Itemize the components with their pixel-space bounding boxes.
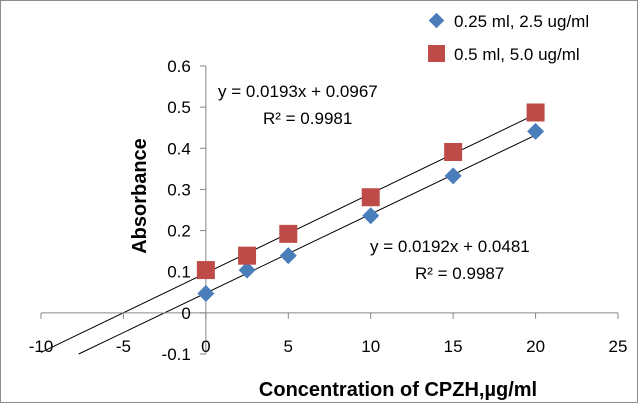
y-tick-label: 0.4 [167,139,191,158]
y-axis-title: Absorbance [129,138,151,254]
data-point-series-2 [279,224,298,243]
data-point-series-2 [526,103,545,122]
legend: 0.25 ml, 2.5 ug/ml 0.5 ml, 5.0 ug/ml [428,12,589,64]
axes: -10 -5 0 5 10 15 20 25 -0.1 0 0.1 0.2 0.3 0.4 0.5 0.6 [29,57,628,364]
trendline-series-1 [78,131,543,355]
x-tick-label: 20 [526,337,545,356]
x-axis-title: Concentration of CPZH,µg/ml [259,379,537,401]
data-point-series-1 [197,285,215,303]
y-tick-label: 0.3 [167,180,191,199]
data-point-series-2 [238,246,257,265]
legend-marker-series-2 [428,45,445,62]
y-tick-label: 0.1 [167,263,191,282]
x-tick-label: 15 [444,337,463,356]
data-point-series-2 [444,142,463,161]
x-tick-label: 10 [361,337,380,356]
y-tick-label: 0 [181,304,190,323]
x-tick-label: -5 [116,337,131,356]
x-tick-label: 25 [609,337,628,356]
y-tick-label: 0.2 [167,222,191,241]
data-point-series-1 [238,261,256,279]
trendline-equation-series-2: y = 0.0193x + 0.0967 [218,82,378,101]
data-point-series-2 [196,261,215,280]
data-point-series-1 [279,247,297,265]
trendline-equation-series-1: y = 0.0192x + 0.0481 [370,237,530,256]
data-point-series-2 [361,188,380,207]
legend-label-series-2: 0.5 ml, 5.0 ug/ml [454,45,580,64]
data-point-series-1 [444,167,462,185]
y-tick-label: 0.6 [167,57,191,76]
data-markers [196,103,545,303]
trendline-r2-series-2: R² = 0.9981 [263,109,352,128]
y-tick-label: 0.5 [167,98,191,117]
legend-label-series-1: 0.25 ml, 2.5 ug/ml [454,12,589,31]
trendline-r2-series-1: R² = 0.9987 [415,264,504,283]
y-tick-label: -0.1 [162,345,191,364]
x-tick-label: -10 [29,337,54,356]
legend-marker-series-1 [428,12,445,29]
x-tick-label: 0 [201,337,210,356]
data-point-series-1 [362,207,380,225]
x-tick-label: 5 [284,337,293,356]
data-point-series-1 [527,122,545,140]
